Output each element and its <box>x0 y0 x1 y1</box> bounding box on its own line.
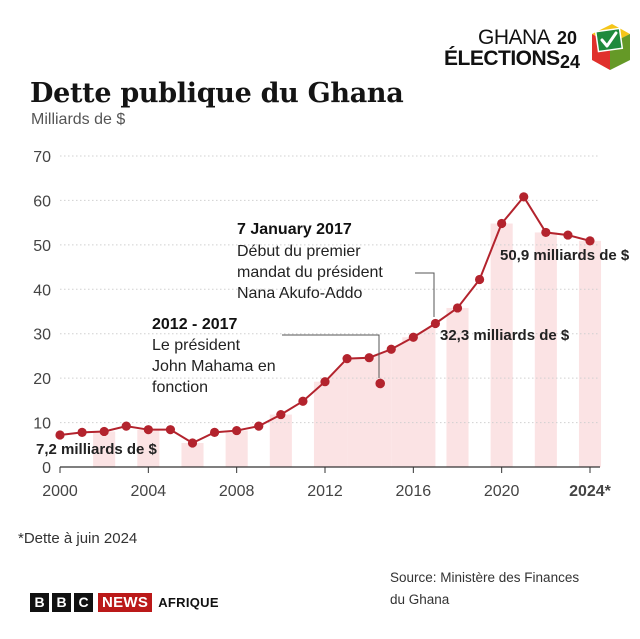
y-tick-label: 40 <box>33 282 51 299</box>
debt-series <box>55 192 595 448</box>
term-band <box>347 357 370 467</box>
y-tick-label: 10 <box>33 416 51 433</box>
y-tick-label: 70 <box>33 149 51 166</box>
grid-lines <box>60 155 600 468</box>
data-point <box>99 426 109 437</box>
mid-value-label: 32,3 milliards de $ <box>440 327 570 344</box>
term-band <box>181 443 204 467</box>
logo-elections-text: ÉLECTIONS <box>444 47 560 70</box>
highlight-point <box>375 378 386 389</box>
data-point <box>585 236 595 246</box>
data-point <box>209 427 220 437</box>
data-point <box>342 353 352 364</box>
akufo-line-1: Début du premier <box>237 243 361 260</box>
x-axis: 2000 2004 2008 2012 2016 2020 2024* <box>42 467 612 500</box>
bbc-news-label: NEWS <box>98 592 153 612</box>
y-axis: 0 10 20 30 40 50 60 70 <box>33 149 51 477</box>
data-point <box>187 438 198 448</box>
source-note: Source: Ministère des Finances du Ghana <box>390 567 630 611</box>
x-tick-label: 2020 <box>484 483 520 500</box>
x-tick-label: 2016 <box>396 483 432 500</box>
data-point <box>563 230 573 240</box>
bbc-letter-b2: B <box>52 592 71 612</box>
source-line-1: Source: Ministère des Finances <box>390 570 580 585</box>
data-point <box>430 318 441 329</box>
data-point <box>298 396 308 406</box>
akufo-annotation: 7 January 2017 Début du premier mandat d… <box>237 221 435 317</box>
x-tick-label: 2004 <box>131 483 167 500</box>
term-band <box>578 240 602 467</box>
bbc-letter-b1: B <box>30 592 49 612</box>
x-tick-label: 2012 <box>307 483 343 500</box>
bbc-region-label: AFRIQUE <box>158 594 219 610</box>
mahama-line-3: fonction <box>152 379 208 396</box>
y-tick-label: 50 <box>33 238 51 255</box>
term-band <box>369 349 392 467</box>
data-point <box>474 274 485 285</box>
elections-logo: GHANA 20 ÉLECTIONS 24 <box>444 24 630 72</box>
data-point <box>408 332 418 342</box>
data-point <box>121 421 131 431</box>
end-value-label: 50,9 milliards de $ <box>500 247 630 264</box>
term-bands <box>93 223 602 467</box>
x-tick-label: 2008 <box>219 483 255 500</box>
akufo-line-3: Nana Akufo-Addo <box>237 285 363 302</box>
data-point <box>254 421 264 431</box>
ballot-box-icon <box>592 24 630 70</box>
x-tick-label: 2024* <box>569 483 612 500</box>
debt-line-chart: 0 10 20 30 40 50 60 70 2000 2004 2008 2012 2016 2020… <box>33 149 630 500</box>
logo-year-top: 20 <box>557 28 577 48</box>
source-line-2: du Ghana <box>390 592 450 607</box>
x-tick-label: 2000 <box>42 483 78 500</box>
y-tick-label: 0 <box>42 460 51 477</box>
term-band <box>225 430 248 467</box>
data-point <box>452 303 463 313</box>
term-band <box>93 431 116 467</box>
logo-ghana-text: GHANA <box>478 26 551 49</box>
term-band <box>391 337 414 467</box>
footnote: *Dette à juin 2024 <box>18 530 138 547</box>
term-band <box>325 358 348 467</box>
mahama-annotation: 2012 - 2017 Le président John Mahama en … <box>152 316 380 396</box>
term-band <box>137 429 160 467</box>
term-band <box>269 414 292 467</box>
data-point <box>320 377 330 387</box>
y-tick-label: 20 <box>33 371 51 388</box>
y-tick-label: 60 <box>33 193 51 210</box>
mahama-line-2: John Mahama en <box>152 358 276 375</box>
term-band <box>534 232 557 467</box>
data-point <box>165 425 176 435</box>
mahama-heading: 2012 - 2017 <box>152 316 238 333</box>
logo-year-bottom: 24 <box>560 52 580 72</box>
data-point <box>497 218 507 229</box>
chart-subtitle: Milliards de $ <box>31 111 126 128</box>
mahama-leader-line <box>282 334 380 378</box>
data-point <box>519 192 529 202</box>
data-point <box>386 344 396 354</box>
start-value-label: 7,2 milliards de $ <box>36 441 158 458</box>
data-point <box>55 430 65 440</box>
data-point <box>232 425 242 436</box>
data-point <box>77 427 87 437</box>
y-tick-label: 30 <box>33 327 51 344</box>
akufo-leader-line <box>415 272 435 317</box>
mahama-line-1: Le président <box>152 337 241 354</box>
page-title: Dette publique du Ghana <box>30 78 404 109</box>
term-band <box>446 307 469 467</box>
akufo-line-2: mandat du président <box>237 264 383 281</box>
data-point <box>276 409 286 420</box>
data-point <box>541 227 551 238</box>
term-band <box>413 323 436 467</box>
data-point <box>143 425 153 435</box>
term-band <box>490 223 513 467</box>
akufo-heading: 7 January 2017 <box>237 221 352 238</box>
annotations: 7,2 milliards de $ 32,3 milliards de $ 5… <box>36 221 630 458</box>
bbc-letter-c: C <box>74 592 93 612</box>
data-point <box>364 353 374 363</box>
bbc-afrique-logo: B B C NEWS AFRIQUE <box>30 591 219 613</box>
